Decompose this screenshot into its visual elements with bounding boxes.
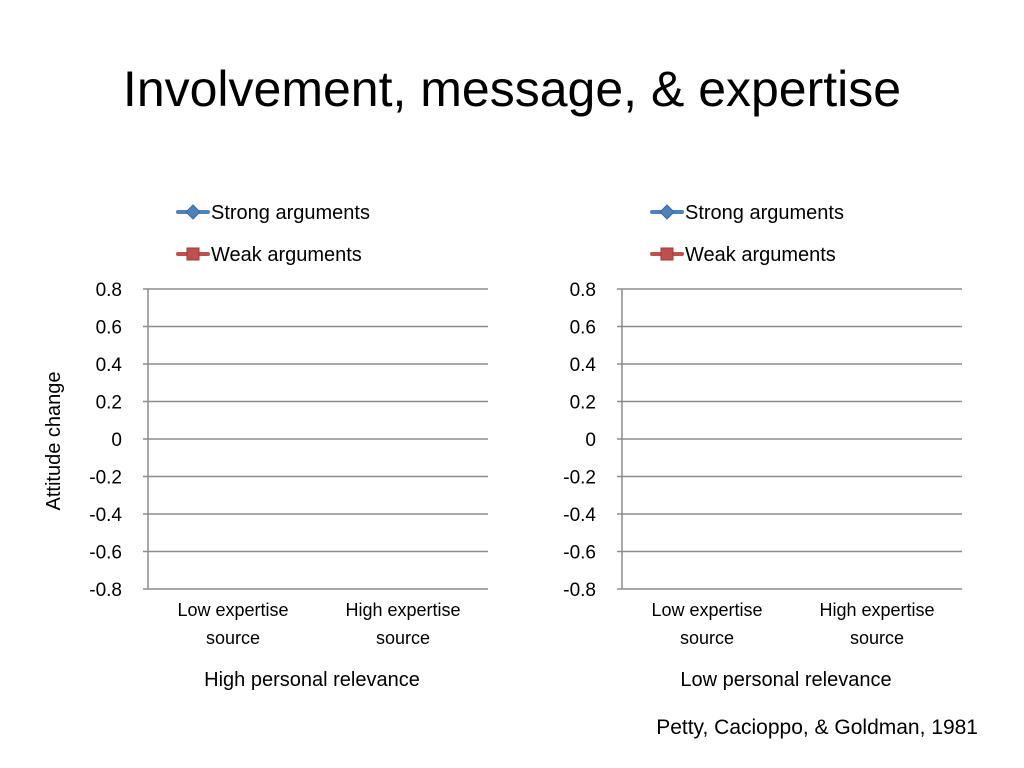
x-tick-label: Low expertise: [177, 600, 288, 620]
slide-title: Involvement, message, & expertise: [122, 61, 902, 117]
x-tick-label: High expertise: [819, 600, 934, 620]
y-tick-label: 0.8: [96, 280, 122, 301]
legend-label: Weak arguments: [211, 244, 362, 266]
legend-marker-diamond-icon: [185, 204, 201, 220]
x-axis-title: High personal relevance: [204, 669, 420, 691]
x-tick-label: source: [206, 628, 260, 648]
chart-high-relevance: Strong arguments Weak arguments 0.8 0.6 0.4 0…: [43, 202, 488, 691]
y-tick-label: 0: [111, 430, 122, 451]
y-tick-label: 0.6: [96, 318, 122, 339]
y-tick-label: -0.8: [563, 580, 596, 601]
legend-label: Strong arguments: [685, 202, 844, 224]
x-tick-label: source: [850, 628, 904, 648]
legend-marker-diamond-icon: [659, 204, 675, 220]
x-axis-title: Low personal relevance: [680, 669, 891, 691]
y-tick-label: 0.2: [570, 393, 596, 414]
legend-label: Strong arguments: [211, 202, 370, 224]
y-tick-label: 0.8: [570, 280, 596, 301]
y-tick-label: -0.6: [563, 543, 596, 564]
x-tick-label: source: [680, 628, 734, 648]
legend-marker-square-icon: [186, 247, 200, 261]
y-tick-label: -0.4: [563, 505, 596, 526]
chart-low-relevance: Strong arguments Weak arguments 0.8 0.6 0.4 0…: [563, 202, 962, 691]
x-tick-label: Low expertise: [651, 600, 762, 620]
y-tick-label: 0.2: [96, 393, 122, 414]
x-tick-label: High expertise: [345, 600, 460, 620]
y-tick-label: 0.6: [570, 318, 596, 339]
y-tick-label: 0.4: [570, 355, 597, 376]
y-tick-label: -0.4: [89, 505, 122, 526]
x-tick-label: source: [376, 628, 430, 648]
y-tick-label: 0: [585, 430, 596, 451]
y-tick-label: -0.8: [89, 580, 122, 601]
legend-label: Weak arguments: [685, 244, 836, 266]
legend-marker-square-icon: [660, 247, 674, 261]
y-axis-title: Attitude change: [43, 372, 65, 511]
y-tick-label: -0.2: [563, 468, 596, 489]
citation: Petty, Cacioppo, & Goldman, 1981: [656, 716, 978, 739]
y-tick-label: -0.2: [89, 468, 122, 489]
y-tick-label: -0.6: [89, 543, 122, 564]
y-tick-label: 0.4: [96, 355, 123, 376]
